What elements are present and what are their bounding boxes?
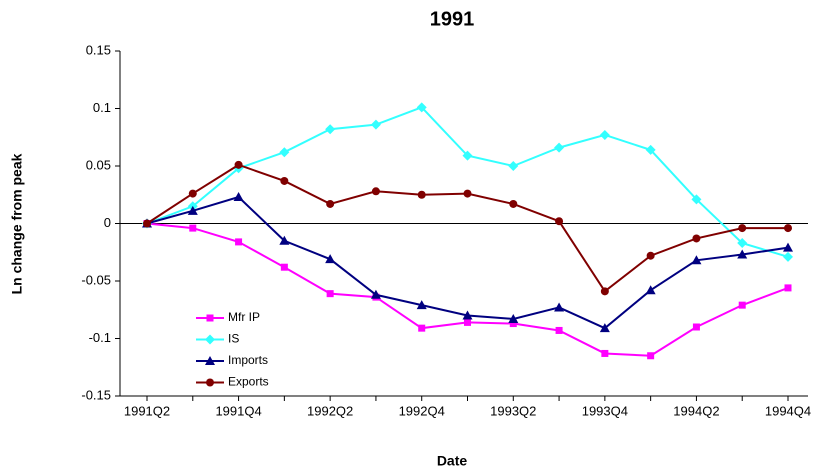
point — [509, 199, 518, 208]
point — [188, 189, 197, 198]
x-tick-label: 1991Q2 — [124, 403, 170, 418]
point — [280, 263, 288, 271]
point — [509, 320, 517, 328]
point — [326, 290, 334, 298]
point — [143, 219, 151, 228]
y-tick-label: -0.15 — [81, 387, 111, 402]
point — [784, 284, 792, 292]
series-line — [146, 222, 789, 357]
point — [599, 323, 610, 333]
point — [462, 150, 473, 161]
x-axis-title: Date — [437, 453, 468, 469]
point — [234, 160, 243, 169]
legend-label: Mfr IP — [228, 310, 260, 324]
legend-label: IS — [228, 332, 239, 346]
point — [417, 190, 426, 199]
point — [783, 242, 793, 252]
legend-marker — [205, 356, 215, 365]
point — [370, 119, 381, 130]
point — [416, 300, 427, 310]
point — [279, 147, 290, 158]
chart-title: 1991 — [430, 8, 475, 30]
point — [418, 324, 426, 332]
x-tick-label: 1992Q4 — [399, 403, 445, 418]
point — [462, 310, 473, 320]
point — [738, 224, 747, 233]
y-tick-label: 0 — [104, 215, 111, 230]
point — [554, 302, 565, 312]
y-tick-label: 0.1 — [93, 100, 111, 115]
point — [235, 238, 243, 246]
point — [784, 224, 792, 233]
series-line — [146, 163, 788, 293]
legend-marker — [206, 314, 214, 322]
point — [691, 255, 702, 265]
point — [554, 142, 565, 153]
point — [645, 285, 656, 295]
point — [233, 192, 244, 202]
x-tick-label: 1992Q2 — [307, 403, 353, 418]
y-axis-title: Ln change from peak — [9, 153, 25, 294]
point — [279, 235, 290, 245]
point — [645, 144, 656, 155]
point — [187, 205, 198, 215]
x-tick-label: 1993Q4 — [582, 403, 628, 418]
point — [463, 189, 472, 198]
point — [555, 326, 563, 334]
x-tick-label: 1991Q4 — [215, 403, 261, 418]
point — [647, 352, 655, 360]
point — [280, 176, 289, 185]
y-tick-label: 0.05 — [86, 157, 111, 172]
point — [737, 249, 748, 259]
series-line — [146, 195, 789, 330]
point — [692, 323, 700, 331]
point — [325, 254, 336, 264]
point — [599, 129, 610, 140]
point — [508, 161, 519, 171]
point — [370, 289, 381, 299]
point — [691, 194, 702, 205]
point — [600, 287, 609, 296]
point — [189, 224, 197, 232]
point — [508, 313, 519, 323]
x-tick-label: 1994Q4 — [765, 403, 811, 418]
legend: Mfr IP IS Imports Exports — [196, 310, 269, 389]
legend-label: Exports — [228, 375, 269, 389]
point — [555, 217, 564, 226]
x-tick-label: 1993Q2 — [490, 403, 536, 418]
point — [738, 301, 746, 309]
point — [325, 124, 336, 135]
legend-label: Imports — [228, 353, 268, 367]
point — [601, 349, 609, 357]
point — [737, 238, 748, 249]
point — [646, 251, 655, 260]
point — [692, 234, 701, 243]
point — [783, 251, 793, 262]
point — [326, 199, 335, 208]
x-tick-label: 1994Q2 — [673, 403, 719, 418]
y-tick-label: 0.15 — [86, 42, 111, 57]
legend-marker — [205, 334, 215, 345]
legend-marker — [206, 378, 214, 387]
point — [464, 318, 471, 326]
point — [416, 102, 427, 113]
y-tick-label: -0.1 — [89, 330, 111, 345]
y-tick-label: -0.05 — [81, 272, 111, 287]
series-line — [146, 106, 789, 258]
point — [371, 187, 380, 196]
